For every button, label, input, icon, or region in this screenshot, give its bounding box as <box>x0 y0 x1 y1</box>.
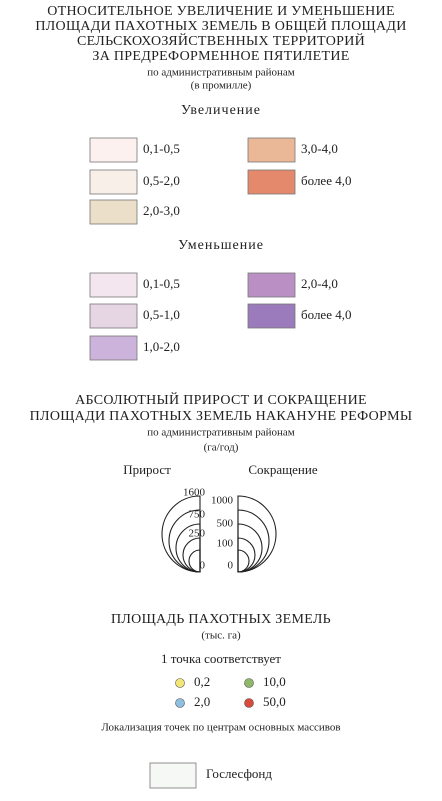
group-heading: Уменьшение <box>178 238 264 253</box>
dot <box>175 698 185 708</box>
dot-label: 0,2 <box>194 674 210 689</box>
swatch-label: 2,0-4,0 <box>301 276 338 291</box>
swatch <box>247 169 296 195</box>
group-heading: Увеличение <box>181 103 261 118</box>
swatch-label: 0,1-0,5 <box>143 141 180 156</box>
swatch <box>89 137 138 163</box>
dot <box>244 678 254 688</box>
note: Локализация точек по центрам основных ма… <box>101 722 340 734</box>
swatch-label: 0,1-0,5 <box>143 276 180 291</box>
swatch-label: более 4,0 <box>301 173 351 188</box>
swatch-label: 3,0-4,0 <box>301 141 338 156</box>
swatch-label: 0,5-1,0 <box>143 307 180 322</box>
scale-label: 1600 <box>183 487 206 499</box>
scale-label: 0 <box>228 560 234 572</box>
scale-label: 100 <box>217 538 234 550</box>
half-circle <box>188 549 201 573</box>
unit: (тыс. га) <box>201 630 241 642</box>
dot <box>175 678 185 688</box>
half-circle <box>237 549 250 573</box>
swatch-label: 1,0-2,0 <box>143 339 180 354</box>
swatch <box>89 272 138 298</box>
dot-label: 10,0 <box>263 674 286 689</box>
dot <box>244 698 254 708</box>
right-label: Сокращение <box>248 462 317 477</box>
dot-caption: 1 точка соответствует <box>161 651 281 666</box>
left-label: Прирост <box>123 462 171 477</box>
swatch-label: более 4,0 <box>301 307 351 322</box>
subtitle: по административным районам <box>147 427 295 439</box>
swatch-label: 2,0-3,0 <box>143 203 180 218</box>
swatch <box>247 303 296 329</box>
scale-label: 250 <box>189 528 206 540</box>
title-line: ПЛОЩАДИ ПАХОТНЫХ ЗЕМЕЛЬ В ОБЩЕЙ ПЛОЩАДИ <box>35 17 406 34</box>
dot-label: 2,0 <box>194 694 210 709</box>
section-title: ПЛОЩАДЬ ПАХОТНЫХ ЗЕМЕЛЬ <box>111 612 331 627</box>
swatch <box>89 303 138 329</box>
swatch <box>247 272 296 298</box>
unit: (в промилле) <box>191 80 252 92</box>
swatch <box>247 137 296 163</box>
swatch <box>89 335 138 361</box>
swatch-label: Гослесфонд <box>206 766 272 781</box>
dot-label: 50,0 <box>263 694 286 709</box>
title-line: ЗА ПРЕДРЕФОРМЕННОЕ ПЯТИЛЕТИЕ <box>92 49 349 64</box>
unit: (га/год) <box>204 442 239 454</box>
scale-label: 0 <box>200 560 206 572</box>
circle-scale <box>161 495 277 573</box>
title-line: ОТНОСИТЕЛЬНОЕ УВЕЛИЧЕНИЕ И УМЕНЬШЕНИЕ <box>47 4 395 19</box>
scale-label: 1000 <box>211 495 234 507</box>
title-line: АБСОЛЮТНЫЙ ПРИРОСТ И СОКРАЩЕНИЕ <box>75 391 367 408</box>
swatch <box>149 762 197 789</box>
title-line: СЕЛЬСКОХОЗЯЙСТВЕННЫХ ТЕРРИТОРИЙ <box>77 32 365 49</box>
swatch <box>89 199 138 225</box>
scale-label: 750 <box>189 509 206 521</box>
swatch <box>89 169 138 195</box>
scale-label: 500 <box>217 518 234 530</box>
subtitle: по административным районам <box>147 67 295 79</box>
swatch-label: 0,5-2,0 <box>143 173 180 188</box>
title-line: ПЛОЩАДИ ПАХОТНЫХ ЗЕМЕЛЬ НАКАНУНЕ РЕФОРМЫ <box>30 409 413 424</box>
